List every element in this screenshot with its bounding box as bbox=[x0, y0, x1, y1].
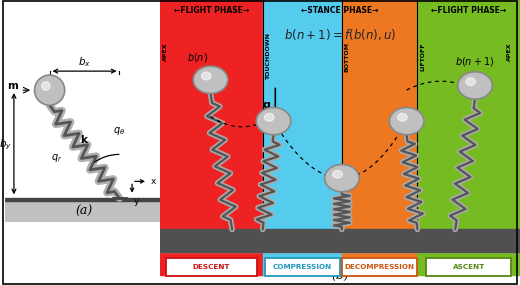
Circle shape bbox=[324, 164, 359, 192]
Bar bbox=[418, 0, 520, 229]
Text: APEX: APEX bbox=[163, 42, 168, 61]
Text: ←STANCE PHASE→: ←STANCE PHASE→ bbox=[301, 6, 379, 15]
Bar bbox=[342, 252, 418, 275]
Circle shape bbox=[201, 72, 211, 80]
Circle shape bbox=[389, 107, 424, 135]
Text: $q_r$: $q_r$ bbox=[51, 152, 62, 164]
Text: DESCENT: DESCENT bbox=[193, 264, 230, 270]
Text: $b_x$: $b_x$ bbox=[78, 55, 91, 69]
FancyBboxPatch shape bbox=[342, 258, 418, 276]
Circle shape bbox=[34, 75, 64, 105]
Bar bbox=[5, 198, 164, 201]
Circle shape bbox=[264, 113, 274, 121]
Text: $q_\theta$: $q_\theta$ bbox=[113, 125, 125, 137]
Bar bbox=[160, 0, 263, 229]
Circle shape bbox=[458, 72, 492, 99]
Text: g: g bbox=[262, 100, 270, 111]
Text: $\mathbf{k}$: $\mathbf{k}$ bbox=[80, 133, 89, 144]
Text: (b): (b) bbox=[331, 269, 349, 282]
Bar bbox=[160, 229, 520, 252]
Bar bbox=[418, 252, 520, 275]
Text: x: x bbox=[150, 177, 155, 186]
Text: $b_y$: $b_y$ bbox=[0, 137, 11, 152]
Bar bbox=[160, 252, 263, 275]
Text: APEX: APEX bbox=[508, 42, 512, 61]
FancyBboxPatch shape bbox=[265, 258, 340, 276]
Text: ←FLIGHT PHASE→: ←FLIGHT PHASE→ bbox=[174, 6, 249, 15]
Bar bbox=[342, 0, 418, 229]
Text: y: y bbox=[134, 197, 139, 206]
Circle shape bbox=[256, 107, 291, 135]
Circle shape bbox=[397, 113, 407, 121]
Text: ASCENT: ASCENT bbox=[452, 264, 485, 270]
Text: $b(n)$: $b(n)$ bbox=[187, 51, 209, 64]
Text: ←FLIGHT PHASE→: ←FLIGHT PHASE→ bbox=[431, 6, 506, 15]
FancyBboxPatch shape bbox=[426, 258, 511, 276]
Text: TOUCHDOWN: TOUCHDOWN bbox=[266, 34, 270, 80]
Text: $b(n+1)$: $b(n+1)$ bbox=[456, 55, 495, 68]
Circle shape bbox=[466, 78, 475, 86]
FancyBboxPatch shape bbox=[165, 258, 257, 276]
Bar bbox=[5, 199, 164, 222]
Text: LIFTOFF: LIFTOFF bbox=[420, 43, 425, 71]
Text: (a): (a) bbox=[76, 205, 93, 218]
Text: $\mathbf{m}$: $\mathbf{m}$ bbox=[7, 81, 19, 91]
Circle shape bbox=[193, 66, 228, 93]
Text: DECOMPRESSION: DECOMPRESSION bbox=[345, 264, 414, 270]
Text: BOTTOM: BOTTOM bbox=[345, 42, 350, 72]
Text: COMPRESSION: COMPRESSION bbox=[272, 264, 332, 270]
Circle shape bbox=[333, 170, 342, 178]
Text: $b(n+1){=}f(b(n),u)$: $b(n+1){=}f(b(n),u)$ bbox=[284, 27, 396, 42]
Bar bbox=[263, 252, 342, 275]
Bar bbox=[263, 0, 342, 229]
Circle shape bbox=[42, 82, 50, 90]
